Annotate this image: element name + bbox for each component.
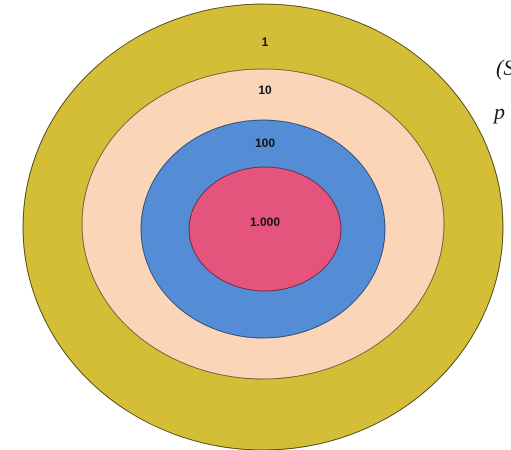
ring-label-second: 10: [258, 83, 272, 97]
ring-label-outer: 1: [262, 35, 269, 49]
cropped-text-fragment: p: [494, 99, 505, 124]
ring-inner: [188, 166, 342, 292]
cropped-text-fragment: (Se: [496, 55, 511, 80]
ring-label-third: 100: [255, 136, 275, 150]
ring-label-inner: 1.000: [250, 215, 280, 229]
